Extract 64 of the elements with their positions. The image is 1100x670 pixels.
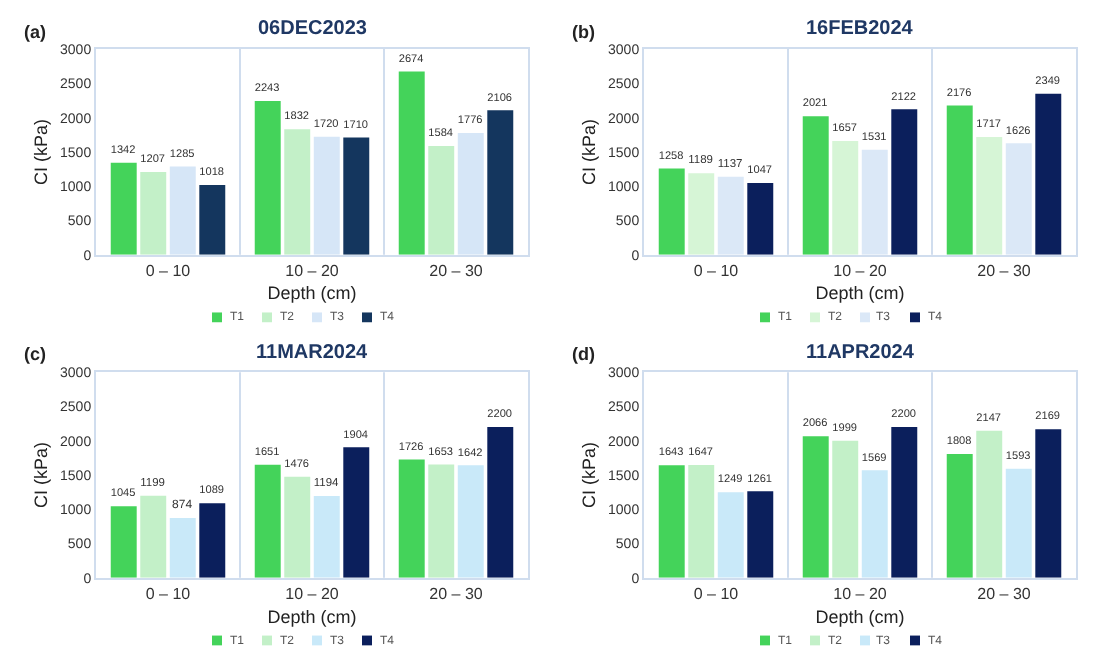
- x-axis-title: Depth (cm): [267, 606, 357, 627]
- bar: [284, 129, 311, 255]
- bar: [946, 105, 973, 255]
- x-tick-label: 10 – 20: [285, 585, 340, 603]
- y-axis-title: CI (kPa): [30, 118, 51, 185]
- text: (d): [572, 344, 595, 364]
- text: (c): [24, 344, 46, 364]
- bar: [343, 137, 370, 255]
- bar: [428, 146, 455, 255]
- x-tick-label: 20 – 30: [977, 261, 1032, 280]
- bar: [832, 440, 859, 578]
- bar: [747, 491, 774, 578]
- bar: [1035, 93, 1062, 255]
- bar: [976, 137, 1003, 255]
- x-tick-label: 20 – 30: [429, 261, 484, 280]
- chart-title: 16FEB2024: [806, 18, 914, 40]
- x-tick-label: 0 – 10: [145, 261, 192, 280]
- x-axis-title: Depth (cm): [267, 283, 357, 304]
- bar: [688, 464, 715, 578]
- bar: [199, 184, 226, 255]
- x-tick-label: 20 – 30: [977, 585, 1032, 603]
- bar: [254, 100, 281, 255]
- y-axis-title: CI (kPa): [578, 118, 599, 185]
- bar: [802, 436, 829, 578]
- bar: [688, 173, 715, 255]
- bar: [398, 459, 425, 578]
- y-axis-title: CI (kPa): [30, 441, 51, 509]
- bar: [343, 447, 370, 578]
- bar: [802, 116, 829, 255]
- x-tick-label: 10 – 20: [833, 261, 888, 280]
- bar: [976, 430, 1003, 578]
- chart-title: 11APR2024: [806, 342, 915, 364]
- bar: [140, 495, 167, 578]
- bar: [140, 171, 167, 255]
- bar: [658, 168, 685, 255]
- text: (b): [572, 22, 595, 42]
- bar: [832, 141, 859, 255]
- y-axis-title: CI (kPa): [578, 441, 599, 509]
- bar: [891, 109, 918, 255]
- bar: [110, 162, 137, 255]
- bar: [110, 506, 137, 578]
- bar: [1035, 429, 1062, 578]
- x-tick-label: 20 – 30: [429, 585, 484, 603]
- bar: [891, 427, 918, 578]
- bar: [747, 182, 774, 255]
- x-axis-title: Depth (cm): [815, 283, 905, 304]
- x-tick-label: 0 – 10: [693, 261, 740, 280]
- bar: [487, 427, 514, 578]
- chart-title: 06DEC2023: [258, 18, 368, 40]
- x-tick-label: 10 – 20: [833, 585, 888, 603]
- bar: [946, 453, 973, 578]
- bar: [428, 464, 455, 578]
- bar: [658, 465, 685, 578]
- bar: [487, 110, 514, 255]
- bar: [398, 71, 425, 255]
- x-axis-title: Depth (cm): [815, 606, 905, 627]
- bar: [284, 476, 311, 578]
- x-tick-label: 0 – 10: [693, 585, 740, 603]
- bar: [254, 464, 281, 578]
- x-tick-label: 0 – 10: [145, 585, 192, 603]
- chart-title: 11MAR2024: [256, 342, 369, 364]
- text: (a): [24, 22, 46, 42]
- bar: [199, 503, 226, 578]
- x-tick-label: 10 – 20: [285, 261, 340, 280]
